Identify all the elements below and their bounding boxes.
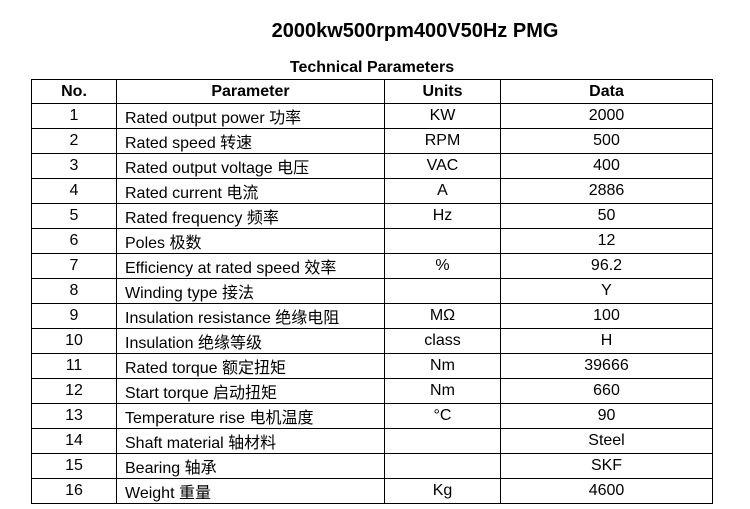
table-cell: 5 xyxy=(31,203,117,230)
table-row: 11 Rated torque 额定扭矩 Nm 39666 xyxy=(31,353,713,380)
table-cell: KW xyxy=(384,103,501,130)
table-row: 9 Insulation resistance 绝缘电阻 MΩ 100 xyxy=(31,303,713,330)
table-cell: 11 xyxy=(31,353,117,380)
table-cell: Rated frequency 频率 xyxy=(116,203,385,230)
table-cell: Poles 极数 xyxy=(116,228,385,255)
table-row: 4 Rated current 电流 A 2886 xyxy=(31,178,713,205)
table-row: 3 Rated output voltage 电压 VAC 400 xyxy=(31,153,713,180)
table-cell: RPM xyxy=(384,128,501,155)
table-row: 12 Start torque 启动扭矩 Nm 660 xyxy=(31,378,713,405)
table-cell: °C xyxy=(384,403,501,430)
table-cell: 16 xyxy=(31,478,117,505)
table-cell: % xyxy=(384,253,501,280)
table-cell: 2000 xyxy=(500,103,713,130)
table-cell: Insulation 绝缘等级 xyxy=(116,328,385,355)
table-cell: 3 xyxy=(31,153,117,180)
table-cell: 13 xyxy=(31,403,117,430)
table-cell: Nm xyxy=(384,378,501,405)
table-cell: 660 xyxy=(500,378,713,405)
table-cell xyxy=(384,428,501,455)
title: 2000kw500rpm400V50Hz PMG xyxy=(271,20,559,42)
table-cell: SKF xyxy=(500,453,713,480)
table-cell: 12 xyxy=(31,378,117,405)
table-cell: Weight 重量 xyxy=(116,478,385,505)
table-cell: 2 xyxy=(31,128,117,155)
table-row: 16 Weight 重量 Kg 4600 xyxy=(31,478,713,505)
table-cell: Rated output voltage 电压 xyxy=(116,153,385,180)
table-row: 14 Shaft material 轴材料 Steel xyxy=(31,428,713,455)
table-cell: Hz xyxy=(384,203,501,230)
subtitle: Technical Parameters xyxy=(289,59,455,76)
table-cell: 90 xyxy=(500,403,713,430)
table-row: 2 Rated speed 转速 RPM 500 xyxy=(31,128,713,155)
table-cell: 96.2 xyxy=(500,253,713,280)
table-cell: 2886 xyxy=(500,178,713,205)
table-cell: 6 xyxy=(31,228,117,255)
table-row: 8 Winding type 接法 Y xyxy=(31,278,713,305)
table-cell: Steel xyxy=(500,428,713,455)
table-cell: Bearing 轴承 xyxy=(116,453,385,480)
table-cell: 400 xyxy=(500,153,713,180)
table-cell: Start torque 启动扭矩 xyxy=(116,378,385,405)
table-cell: class xyxy=(384,328,501,355)
table-cell xyxy=(384,278,501,305)
table-cell: 15 xyxy=(31,453,117,480)
table-cell: 14 xyxy=(31,428,117,455)
table-cell: Shaft material 轴材料 xyxy=(116,428,385,455)
column-header: Data xyxy=(500,78,713,105)
table-row: 5 Rated frequency 频率 Hz 50 xyxy=(31,203,713,230)
table-cell: 10 xyxy=(31,328,117,355)
column-header: Units xyxy=(384,78,501,105)
table-cell: Efficiency at rated speed 效率 xyxy=(116,253,385,280)
table-cell: 50 xyxy=(500,203,713,230)
parameter-table: No. Parameter Units Data 1 Rated output powe… xyxy=(31,78,713,505)
table-row: 6 Poles 极数 12 xyxy=(31,228,713,255)
table-row: 10 Insulation 绝缘等级 class H xyxy=(31,328,713,355)
table-row: 15 Bearing 轴承 SKF xyxy=(31,453,713,480)
table-row: 7 Efficiency at rated speed 效率% 96.2 xyxy=(31,253,713,280)
table-cell: 39666 xyxy=(500,353,713,380)
table-cell: Insulation resistance 绝缘电阻 xyxy=(116,303,385,330)
table-cell: Rated speed 转速 xyxy=(116,128,385,155)
table-cell xyxy=(384,453,501,480)
table-cell: H xyxy=(500,328,713,355)
table-cell: A xyxy=(384,178,501,205)
table-cell: Rated torque 额定扭矩 xyxy=(116,353,385,380)
table-cell: Nm xyxy=(384,353,501,380)
table-cell: 1 xyxy=(31,103,117,130)
column-header: No. xyxy=(31,78,117,105)
table-cell: Kg xyxy=(384,478,501,505)
table-cell: Rated current 电流 xyxy=(116,178,385,205)
table-row: 13 Temperature rise 电机温度 °C 90 xyxy=(31,403,713,430)
header-row: No. Parameter Units Data xyxy=(31,78,713,105)
table-cell: 4 xyxy=(31,178,117,205)
table-cell xyxy=(384,228,501,255)
table-cell: 100 xyxy=(500,303,713,330)
table-cell: 7 xyxy=(31,253,117,280)
table-row: 1 Rated output power 功率 KW 2000 xyxy=(31,103,713,130)
table-body: 1 Rated output power 功率 KW 2000 2 Rated speed… xyxy=(31,103,713,505)
table-cell: Temperature rise 电机温度 xyxy=(116,403,385,430)
column-header: Parameter xyxy=(116,78,385,105)
table-cell: 500 xyxy=(500,128,713,155)
table-cell: MΩ xyxy=(384,303,501,330)
table-cell: 9 xyxy=(31,303,117,330)
table-cell: 4600 xyxy=(500,478,713,505)
table-cell: 8 xyxy=(31,278,117,305)
table-cell: VAC xyxy=(384,153,501,180)
table-cell: 12 xyxy=(500,228,713,255)
table-cell: Winding type 接法 xyxy=(116,278,385,305)
table-cell: Y xyxy=(500,278,713,305)
table-cell: Rated output power 功率 xyxy=(116,103,385,130)
